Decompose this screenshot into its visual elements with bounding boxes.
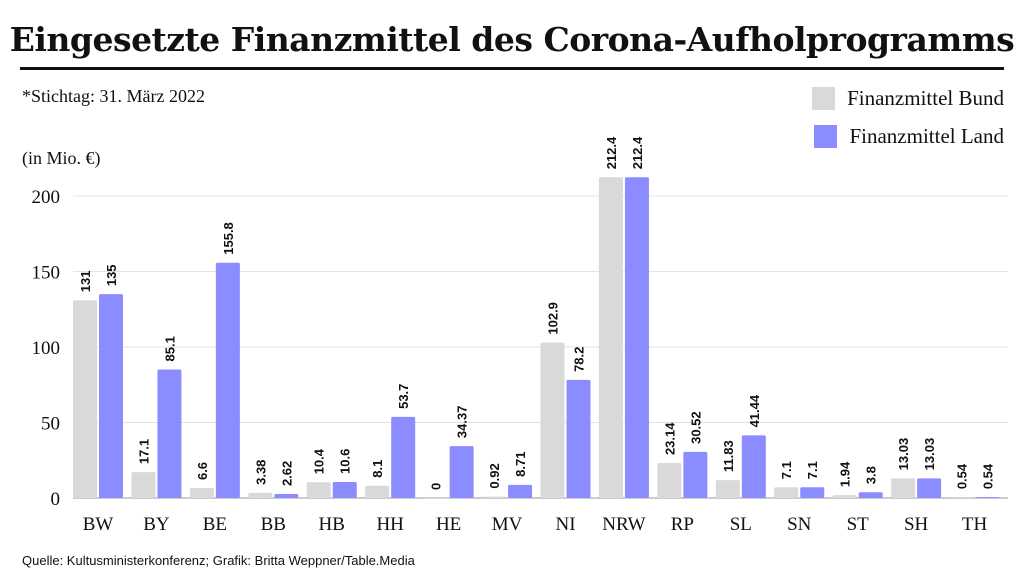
source-note: Quelle: Kultusministerkonferenz; Grafik:… [22, 553, 415, 568]
data-label: 212.4 [630, 136, 645, 169]
data-label: 102.9 [546, 302, 561, 335]
x-tick-label: NRW [602, 514, 645, 535]
bar-land [683, 451, 708, 498]
bar-land [917, 478, 942, 498]
data-label: 2.62 [279, 461, 294, 486]
bar-bund [540, 342, 565, 498]
x-tick-label: MV [492, 514, 523, 535]
data-label: 53.7 [396, 384, 411, 409]
y-tick-label: 200 [32, 187, 61, 208]
title-divider [20, 67, 1004, 70]
data-label: 11.83 [721, 440, 736, 472]
x-tick-label: NI [555, 514, 575, 535]
data-label: 1.94 [838, 461, 853, 487]
data-label: 41.44 [747, 394, 762, 427]
legend-item-land: Finanzmittel Land [814, 124, 1004, 149]
bar-bund [423, 498, 448, 499]
bar-bund [949, 497, 974, 498]
data-label: 7.1 [779, 461, 794, 479]
data-label: 30.52 [688, 411, 703, 444]
bar-land [157, 369, 182, 498]
y-axis-label: (in Mio. €) [22, 148, 101, 168]
data-label: 6.6 [195, 462, 210, 480]
data-label: 155.8 [221, 222, 236, 255]
data-label: 212.4 [604, 136, 619, 169]
bar-bund [715, 480, 740, 498]
bar-land [391, 416, 416, 498]
x-tick-label: BB [261, 514, 286, 535]
data-label: 13.03 [922, 438, 937, 471]
data-label: 0.54 [955, 463, 970, 489]
bar-land [274, 494, 299, 498]
data-label: 3.38 [253, 460, 268, 485]
bar-land [508, 484, 533, 498]
x-tick-label: HE [436, 514, 461, 535]
x-tick-label: HH [376, 514, 404, 535]
bar-bund [248, 492, 273, 498]
data-label: 7.1 [805, 461, 820, 479]
legend-item-bund: Finanzmittel Bund [812, 86, 1004, 111]
bar-bund [774, 487, 799, 498]
bar-bund [131, 472, 156, 498]
x-tick-label: HB [319, 514, 345, 535]
bar-bund [891, 478, 916, 498]
x-tick-label: TH [962, 514, 988, 535]
bar-land [741, 435, 766, 498]
x-tick-label: SN [787, 514, 812, 535]
legend-swatch-bund [812, 87, 836, 110]
data-label: 78.2 [572, 347, 587, 372]
data-label: 85.1 [162, 336, 177, 361]
legend-label-bund: Finanzmittel Bund [847, 86, 1004, 110]
y-tick-label: 50 [41, 414, 60, 435]
bar-land [99, 294, 123, 498]
data-label: 23.14 [662, 422, 677, 455]
bar-bund [73, 300, 97, 498]
bar-bund [365, 485, 390, 498]
bar-bund [306, 482, 331, 498]
data-label: 13.03 [896, 438, 911, 471]
data-label: 3.8 [864, 466, 879, 484]
data-label: 10.6 [338, 449, 353, 474]
data-label: 0 [429, 483, 444, 490]
data-label: 8.1 [370, 460, 385, 478]
data-label: 131 [78, 270, 93, 292]
bar-land [215, 262, 240, 498]
bar-land [800, 487, 825, 498]
data-label: 8.71 [513, 452, 528, 477]
bar-land [449, 446, 474, 498]
y-tick-label: 0 [51, 489, 61, 510]
bar-land [858, 492, 883, 498]
bar-bund [657, 463, 682, 498]
x-tick-label: RP [671, 514, 694, 535]
x-tick-label: BY [143, 514, 170, 535]
x-tick-label: ST [847, 514, 870, 535]
data-label: 0.54 [981, 463, 996, 489]
chart-title: Eingesetzte Finanzmittel des Corona-Aufh… [9, 20, 1015, 59]
bar-land [975, 497, 1000, 498]
bar-bund [598, 177, 623, 498]
data-label: 0.92 [487, 463, 502, 488]
data-label: 17.1 [136, 439, 151, 464]
bar-land [566, 379, 591, 498]
bar-land [624, 177, 649, 498]
legend-swatch-land [814, 125, 838, 148]
x-tick-label: SL [730, 514, 752, 535]
bar-bund [189, 488, 214, 498]
y-tick-label: 100 [32, 338, 61, 359]
bar-bund [832, 495, 857, 498]
bar-bund [482, 496, 507, 498]
x-tick-label: BW [83, 514, 114, 535]
x-tick-label: BE [203, 514, 227, 535]
data-label: 10.4 [312, 448, 327, 474]
y-tick-label: 150 [32, 263, 61, 284]
x-tick-label: SH [904, 514, 929, 535]
data-label: 34.37 [455, 406, 470, 439]
chart-subtitle: *Stichtag: 31. März 2022 [22, 86, 205, 106]
data-label: 135 [104, 264, 119, 286]
bar-land [332, 481, 357, 498]
legend-label-land: Finanzmittel Land [849, 124, 1004, 148]
